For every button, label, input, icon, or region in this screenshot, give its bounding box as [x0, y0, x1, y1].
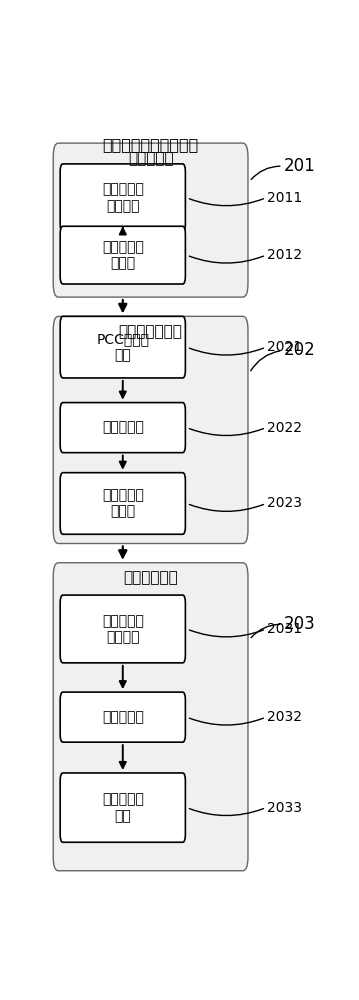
Text: 2022: 2022	[267, 421, 302, 435]
Text: 负载选择单元: 负载选择单元	[123, 571, 178, 586]
Text: 2012: 2012	[267, 248, 303, 262]
FancyBboxPatch shape	[53, 316, 248, 544]
FancyBboxPatch shape	[60, 692, 185, 742]
FancyBboxPatch shape	[53, 143, 248, 297]
Text: 代表元获取
子单元: 代表元获取 子单元	[102, 488, 144, 519]
Text: 预处理单元: 预处理单元	[128, 151, 173, 166]
Text: 202: 202	[284, 341, 316, 359]
FancyBboxPatch shape	[60, 595, 185, 663]
Text: 201: 201	[284, 157, 316, 175]
Text: 2032: 2032	[267, 710, 302, 724]
Text: 2031: 2031	[267, 622, 303, 636]
Text: 2011: 2011	[267, 191, 303, 205]
Text: 2021: 2021	[267, 340, 303, 354]
Text: 聚类子单元: 聚类子单元	[102, 421, 144, 435]
FancyBboxPatch shape	[60, 316, 185, 378]
FancyBboxPatch shape	[60, 773, 185, 842]
FancyBboxPatch shape	[60, 164, 185, 232]
FancyBboxPatch shape	[60, 403, 185, 453]
Text: 数据矩阵组
成子单元: 数据矩阵组 成子单元	[102, 183, 144, 213]
FancyBboxPatch shape	[60, 226, 185, 284]
Text: PCC计算子
单元: PCC计算子 单元	[96, 332, 149, 362]
Text: 互信息值计
算子单元: 互信息值计 算子单元	[102, 614, 144, 644]
FancyBboxPatch shape	[53, 563, 248, 871]
Text: 203: 203	[284, 615, 316, 633]
FancyBboxPatch shape	[60, 473, 185, 534]
Text: 2023: 2023	[267, 496, 302, 510]
Text: 根据特征选择负载系统: 根据特征选择负载系统	[102, 137, 199, 152]
Text: 排序子单元: 排序子单元	[102, 710, 144, 724]
Text: 负载选择子
单元: 负载选择子 单元	[102, 793, 144, 823]
Text: 代表元获取单元: 代表元获取单元	[119, 324, 182, 339]
Text: 2033: 2033	[267, 801, 302, 815]
Text: 正规化处理
子单元: 正规化处理 子单元	[102, 240, 144, 270]
